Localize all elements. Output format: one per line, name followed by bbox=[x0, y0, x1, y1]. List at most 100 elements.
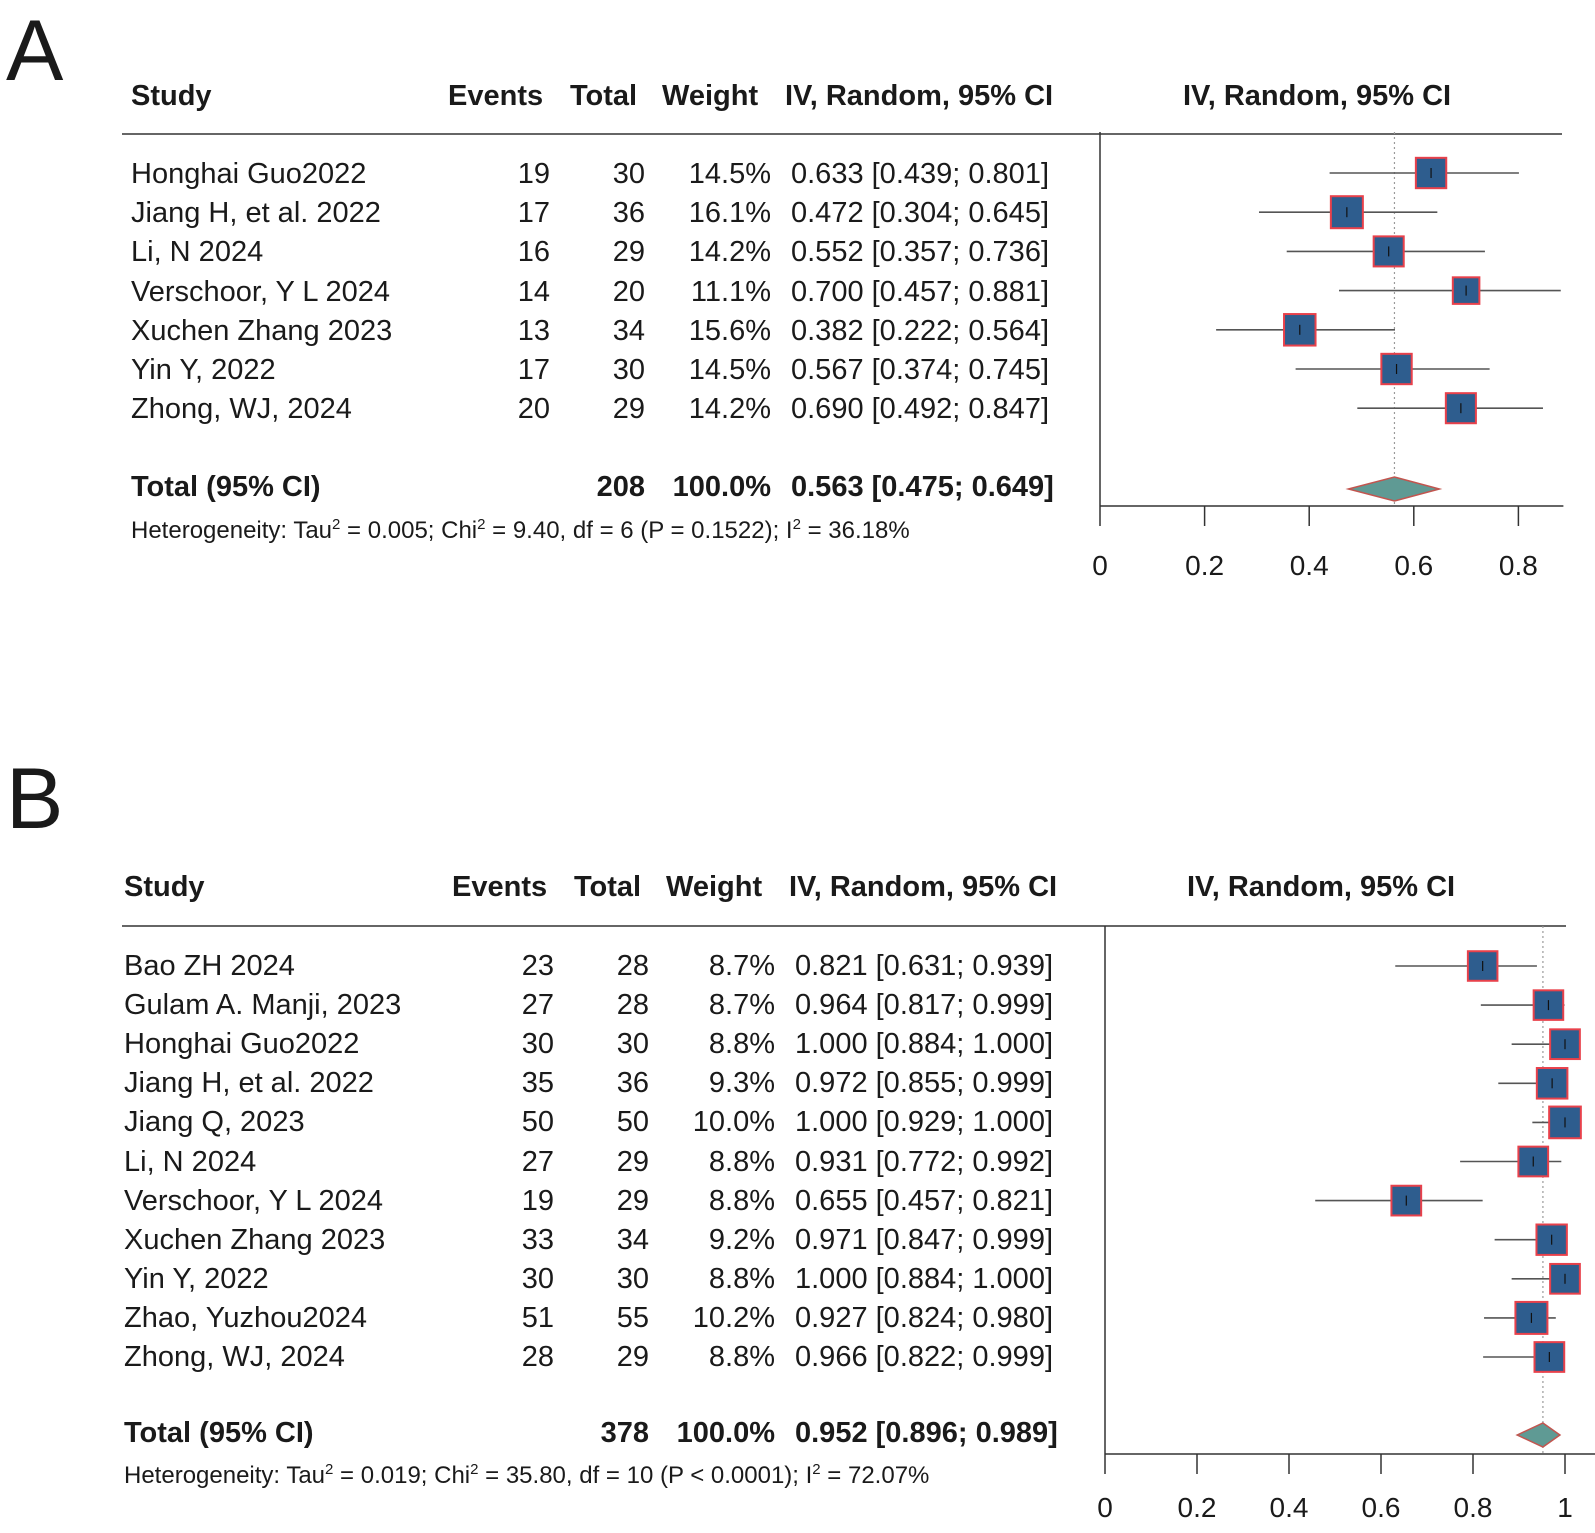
pooled-diamond bbox=[1345, 476, 1443, 502]
heterogeneity-text: Heterogeneity: Tau2 = 0.019; Chi2 = 35.8… bbox=[124, 1461, 930, 1489]
header-ci: IV, Random, 95% CI bbox=[785, 80, 1054, 112]
x-tick-label: 0 bbox=[1092, 550, 1108, 581]
study-total: 50 bbox=[616, 1106, 649, 1138]
header-events: Events bbox=[448, 80, 544, 112]
x-tick-label: 1 bbox=[1557, 1492, 1573, 1523]
x-tick-label: 0.6 bbox=[1394, 550, 1433, 581]
study-ci: 0.971 [0.847; 0.999] bbox=[795, 1224, 1053, 1256]
study-total: 28 bbox=[616, 989, 649, 1021]
study-total: 34 bbox=[616, 1224, 649, 1256]
header-events: Events bbox=[452, 871, 548, 903]
study-events: 23 bbox=[521, 950, 554, 982]
study-ci: 0.972 [0.855; 0.999] bbox=[795, 1067, 1053, 1099]
study-events: 35 bbox=[521, 1067, 554, 1099]
header-study: Study bbox=[124, 871, 205, 903]
study-ci: 0.931 [0.772; 0.992] bbox=[795, 1146, 1053, 1178]
study-weight-box bbox=[1372, 235, 1405, 268]
study-ci: 0.567 [0.374; 0.745] bbox=[791, 354, 1049, 386]
study-ci: 0.927 [0.824; 0.980] bbox=[795, 1302, 1053, 1334]
total-ci: 0.952 [0.896; 0.989] bbox=[795, 1417, 1058, 1449]
study-events: 30 bbox=[521, 1263, 554, 1295]
study-name: Xuchen Zhang 2023 bbox=[124, 1224, 386, 1256]
study-name: Gulam A. Manji, 2023 bbox=[124, 989, 402, 1021]
study-weight-box bbox=[1444, 392, 1477, 425]
study-weight: 8.8% bbox=[708, 1028, 775, 1060]
study-total: 34 bbox=[612, 315, 645, 347]
x-tick-label: 0.4 bbox=[1270, 1492, 1309, 1523]
study-events: 16 bbox=[517, 236, 550, 268]
study-events: 13 bbox=[517, 315, 550, 347]
study-name: Jiang Q, 2023 bbox=[124, 1106, 305, 1138]
panel-label-b: B bbox=[6, 751, 64, 847]
study-weight: 14.5% bbox=[688, 158, 771, 190]
study-weight: 10.0% bbox=[692, 1106, 775, 1138]
total-n: 378 bbox=[600, 1417, 649, 1449]
study-ci: 0.700 [0.457; 0.881] bbox=[791, 276, 1049, 308]
study-events: 19 bbox=[517, 158, 550, 190]
study-weight: 8.8% bbox=[708, 1146, 775, 1178]
study-weight: 11.1% bbox=[690, 276, 771, 308]
study-weight: 16.1% bbox=[688, 197, 771, 229]
study-total: 36 bbox=[616, 1067, 649, 1099]
study-name: Verschoor, Y L 2024 bbox=[131, 276, 391, 308]
study-name: Xuchen Zhang 2023 bbox=[131, 315, 393, 347]
x-tick-label: 0.2 bbox=[1185, 550, 1224, 581]
study-ci: 0.655 [0.457; 0.821] bbox=[795, 1185, 1053, 1217]
study-name: Verschoor, Y L 2024 bbox=[124, 1185, 384, 1217]
study-weight-box bbox=[1517, 1145, 1550, 1178]
study-total: 20 bbox=[612, 276, 645, 308]
study-name: Zhao, Yuzhou2024 bbox=[124, 1302, 367, 1334]
study-name: Zhong, WJ, 2024 bbox=[131, 393, 352, 425]
study-name: Bao ZH 2024 bbox=[124, 950, 295, 982]
study-weight: 8.8% bbox=[708, 1341, 775, 1373]
study-total: 30 bbox=[616, 1263, 649, 1295]
study-total: 30 bbox=[612, 158, 645, 190]
study-events: 19 bbox=[521, 1185, 554, 1217]
study-name: Yin Y, 2022 bbox=[124, 1263, 269, 1295]
study-name: Jiang H, et al. 2022 bbox=[131, 197, 381, 229]
study-total: 29 bbox=[616, 1146, 649, 1178]
study-weight: 8.7% bbox=[708, 950, 775, 982]
total-weight: 100.0% bbox=[676, 1417, 775, 1449]
study-total: 29 bbox=[612, 393, 645, 425]
total-weight: 100.0% bbox=[672, 471, 771, 503]
x-tick-label: 0.8 bbox=[1499, 550, 1538, 581]
total-label: Total (95% CI) bbox=[131, 471, 321, 503]
study-ci: 0.633 [0.439; 0.801] bbox=[791, 158, 1049, 190]
study-events: 33 bbox=[521, 1224, 554, 1256]
study-events: 27 bbox=[521, 1146, 554, 1178]
study-weight: 9.2% bbox=[708, 1224, 775, 1256]
x-tick-label: 0.6 bbox=[1362, 1492, 1401, 1523]
study-weight: 15.6% bbox=[688, 315, 771, 347]
study-weight: 14.2% bbox=[688, 236, 771, 268]
study-ci: 0.382 [0.222; 0.564] bbox=[791, 315, 1049, 347]
header-study: Study bbox=[131, 80, 212, 112]
heterogeneity-text: Heterogeneity: Tau2 = 0.005; Chi2 = 9.40… bbox=[131, 516, 910, 544]
study-total: 36 bbox=[612, 197, 645, 229]
header-total: Total bbox=[570, 80, 638, 112]
study-name: Yin Y, 2022 bbox=[131, 354, 276, 386]
study-ci: 0.966 [0.822; 0.999] bbox=[795, 1341, 1053, 1373]
x-tick-label: 0.2 bbox=[1178, 1492, 1217, 1523]
study-weight: 14.2% bbox=[688, 393, 771, 425]
study-total: 29 bbox=[616, 1341, 649, 1373]
study-total: 30 bbox=[616, 1028, 649, 1060]
header-plot: IV, Random, 95% CI bbox=[1187, 871, 1456, 903]
study-total: 29 bbox=[612, 236, 645, 268]
study-events: 50 bbox=[521, 1106, 554, 1138]
study-events: 20 bbox=[517, 393, 550, 425]
study-ci: 0.472 [0.304; 0.645] bbox=[791, 197, 1049, 229]
study-events: 17 bbox=[517, 354, 550, 386]
total-ci: 0.563 [0.475; 0.649] bbox=[791, 471, 1054, 503]
x-tick-label: 0.8 bbox=[1454, 1492, 1493, 1523]
study-events: 30 bbox=[521, 1028, 554, 1060]
x-tick-label: 0 bbox=[1097, 1492, 1113, 1523]
header-ci: IV, Random, 95% CI bbox=[789, 871, 1058, 903]
study-weight: 14.5% bbox=[688, 354, 771, 386]
study-events: 17 bbox=[517, 197, 550, 229]
header-plot: IV, Random, 95% CI bbox=[1183, 80, 1452, 112]
study-ci: 1.000 [0.884; 1.000] bbox=[795, 1028, 1053, 1060]
study-total: 28 bbox=[616, 950, 649, 982]
header-total: Total bbox=[574, 871, 642, 903]
study-events: 51 bbox=[521, 1302, 554, 1334]
